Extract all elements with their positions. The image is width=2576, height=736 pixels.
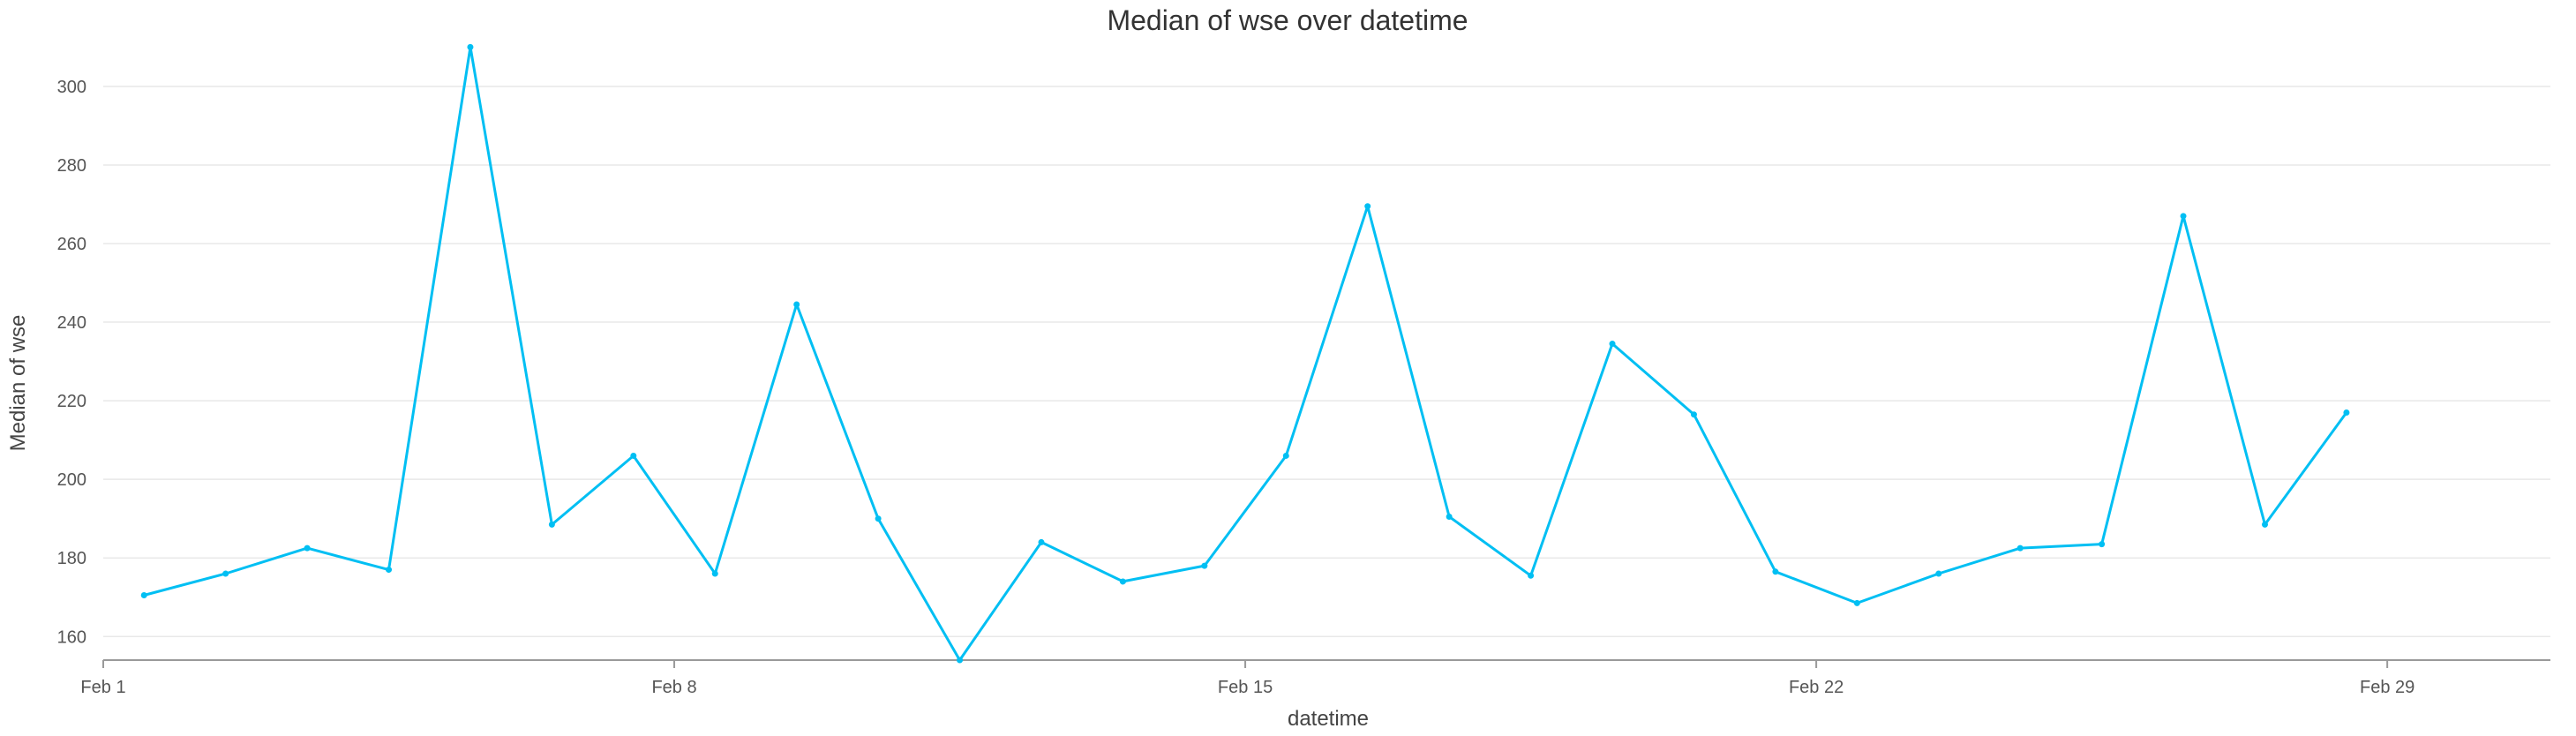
data-point[interactable] (1446, 513, 1453, 520)
data-point[interactable] (2016, 544, 2024, 552)
y-axis-ticks: 160 180 200 220 240 260 280 300 (57, 78, 86, 647)
data-point[interactable] (2343, 409, 2350, 416)
x-axis: Feb 1 Feb 8 Feb 15 Feb 22 Feb 29 (80, 659, 2550, 697)
x-axis-title: datetime (1288, 707, 1369, 731)
y-tick-label: 200 (57, 470, 86, 490)
gridlines (103, 86, 2550, 638)
data-point[interactable] (1282, 452, 1289, 459)
x-tick-label: Feb 22 (1789, 678, 1844, 697)
data-point[interactable] (1772, 568, 1779, 575)
y-tick-label: 300 (57, 78, 86, 97)
data-point[interactable] (2180, 213, 2187, 220)
data-point[interactable] (711, 570, 718, 577)
data-point[interactable] (548, 521, 555, 528)
data-point[interactable] (630, 452, 637, 459)
y-tick-label: 260 (57, 235, 86, 254)
data-point[interactable] (386, 567, 393, 574)
x-tick-label: Feb 15 (1218, 678, 1273, 697)
data-point[interactable] (1201, 562, 1208, 569)
x-tick-label: Feb 1 (80, 678, 125, 697)
data-point[interactable] (1528, 572, 1535, 579)
series-line (143, 45, 2348, 662)
data-point[interactable] (1119, 578, 1126, 585)
x-tick-label: Feb 8 (651, 678, 696, 697)
y-axis-title: Median of wse (6, 315, 30, 452)
y-tick-label: 220 (57, 392, 86, 411)
y-tick-label: 240 (57, 313, 86, 333)
x-tick-label: Feb 29 (2360, 678, 2415, 697)
data-point[interactable] (1690, 411, 1697, 418)
data-point[interactable] (1609, 341, 1616, 348)
data-point[interactable] (793, 301, 800, 308)
data-point[interactable] (2099, 541, 2106, 548)
data-point[interactable] (1038, 538, 1045, 545)
y-tick-label: 280 (57, 156, 86, 176)
data-point[interactable] (1935, 570, 1942, 577)
data-point[interactable] (2261, 521, 2268, 528)
data-point[interactable] (140, 592, 147, 599)
chart-title: Median of wse over datetime (1107, 4, 1468, 36)
data-point[interactable] (222, 570, 229, 577)
data-point[interactable] (1853, 599, 1860, 606)
y-tick-label: 160 (57, 627, 86, 647)
data-point[interactable] (304, 544, 311, 552)
data-point[interactable] (957, 657, 964, 664)
data-point[interactable] (1364, 203, 1371, 210)
data-point[interactable] (875, 515, 882, 522)
series-layer (140, 43, 2350, 664)
data-point[interactable] (467, 43, 474, 50)
y-tick-label: 180 (57, 549, 86, 568)
